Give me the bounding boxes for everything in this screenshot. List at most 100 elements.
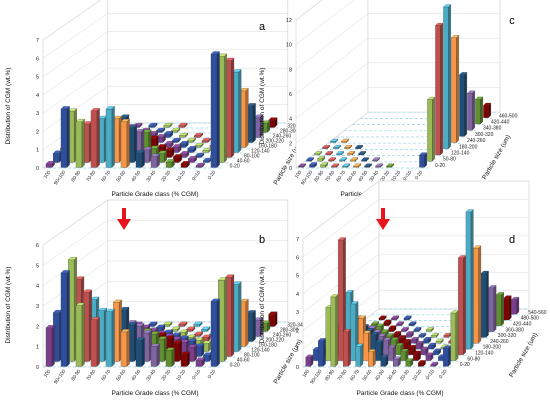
x-axis-label: Particle Grade class (% CGM) xyxy=(111,191,198,198)
bar xyxy=(120,331,128,367)
bar-top xyxy=(165,159,175,163)
bar-top xyxy=(194,337,204,341)
size-tick-label: 0-20 xyxy=(435,163,445,169)
bar-top xyxy=(67,257,78,260)
x-tick-label: 50-60 xyxy=(346,169,358,183)
y-tick-label: 1 xyxy=(36,148,39,154)
bar-top xyxy=(451,35,460,38)
bar-side xyxy=(126,329,130,367)
size-tick-label: 240-260 xyxy=(273,134,292,140)
bar-top xyxy=(171,326,181,330)
bar-side xyxy=(440,22,443,156)
bar-top xyxy=(418,333,427,336)
bar-top xyxy=(473,245,482,249)
bar xyxy=(503,297,510,321)
y-tick-label: 2 xyxy=(36,324,39,330)
bar xyxy=(75,121,83,168)
bar-top xyxy=(135,150,145,153)
bar-side xyxy=(111,106,115,168)
bar-top xyxy=(142,129,152,133)
side-wall xyxy=(295,0,369,169)
bar-top xyxy=(362,330,371,334)
size-tick-label: 0-20 xyxy=(230,363,240,369)
y-tick-label: 4 xyxy=(36,93,39,99)
bar-top xyxy=(268,311,278,315)
bar xyxy=(475,99,481,125)
bar-side xyxy=(486,270,489,338)
bar-top xyxy=(400,327,409,330)
bar xyxy=(338,239,344,361)
bar xyxy=(361,159,367,162)
x-tick-label: 80-90 xyxy=(313,169,325,183)
bar-side xyxy=(96,316,100,367)
x-tick-label: 0-20 xyxy=(414,169,425,181)
bar xyxy=(105,108,113,168)
bar xyxy=(443,6,449,149)
bar-top xyxy=(60,270,70,274)
bar-top xyxy=(178,321,188,325)
bar-side xyxy=(448,345,451,367)
bar-side xyxy=(348,328,351,367)
bar-top xyxy=(350,301,359,305)
bar xyxy=(451,37,457,143)
bar-top xyxy=(417,360,426,363)
bar-top xyxy=(398,335,407,338)
bar-top xyxy=(361,157,370,161)
x-tick-label: 100 xyxy=(43,169,53,179)
bar-top xyxy=(423,337,432,340)
bar xyxy=(375,166,381,168)
bar-top xyxy=(180,339,190,343)
bar-top xyxy=(350,157,359,161)
bar-side xyxy=(126,118,130,168)
gridline xyxy=(295,13,500,70)
gridline xyxy=(302,199,529,258)
bar xyxy=(388,327,394,332)
panel-letter: a xyxy=(259,21,266,33)
bar-top xyxy=(75,302,85,306)
bar xyxy=(405,360,411,367)
y-tick-label: 3 xyxy=(36,111,39,117)
bar xyxy=(403,318,410,321)
bar-top xyxy=(187,156,198,159)
bar-side xyxy=(456,35,459,143)
bar-top xyxy=(195,162,205,166)
bar-side xyxy=(501,292,504,327)
bar xyxy=(135,339,143,367)
arrow-head xyxy=(376,219,390,230)
bar-top xyxy=(314,151,323,154)
bar-top xyxy=(193,132,204,136)
bar xyxy=(75,305,83,367)
bar-top xyxy=(45,161,55,164)
bar-top xyxy=(347,151,356,154)
bar-top xyxy=(120,307,130,310)
bar-top xyxy=(378,333,387,337)
bar-side xyxy=(238,281,242,352)
bar-side xyxy=(335,294,339,367)
bar-top xyxy=(210,51,220,55)
bar-top xyxy=(467,90,476,94)
bar-top xyxy=(105,308,115,312)
bar-top xyxy=(358,315,367,319)
bar xyxy=(330,296,336,367)
bar-top xyxy=(165,335,175,339)
bar-top xyxy=(419,152,428,156)
bar-top xyxy=(127,125,138,128)
bar-side xyxy=(470,209,474,350)
bar-top xyxy=(298,163,307,167)
bar xyxy=(355,346,361,367)
bar xyxy=(163,125,170,128)
bar xyxy=(391,318,397,321)
bar-side xyxy=(464,72,467,137)
x-tick-label: 80-90 xyxy=(324,368,336,382)
bar xyxy=(420,349,426,355)
bar xyxy=(309,164,315,168)
bar xyxy=(195,360,203,367)
bar-top xyxy=(172,340,183,344)
back-wall xyxy=(367,0,501,113)
bar-top xyxy=(261,320,271,324)
bar-top xyxy=(428,342,437,346)
bar xyxy=(408,323,414,326)
bar xyxy=(350,159,356,162)
x-tick-label: 0<10 xyxy=(425,368,436,381)
bar xyxy=(350,303,356,361)
